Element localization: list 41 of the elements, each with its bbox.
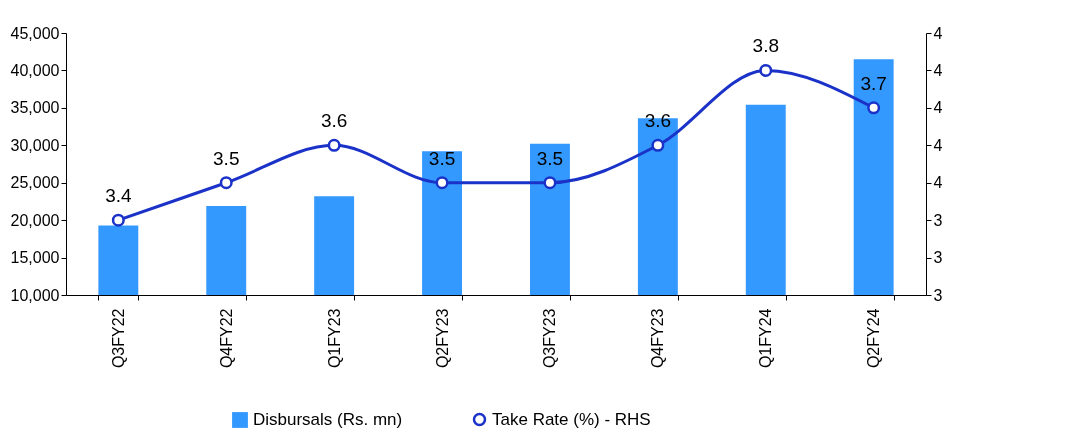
point [219,176,233,190]
x-tick-label: Q1FY23 [325,308,343,369]
y2-tick-label: 3 [933,286,943,304]
data-label: 3.6 [320,110,348,132]
data-label: 3.5 [213,147,240,169]
y-tick-label: 25,000 [10,174,60,192]
data-label: 3.7 [860,72,887,94]
y2-tick-label: 4 [933,136,943,154]
data-label: 3.4 [105,185,132,207]
point [759,63,773,77]
y2-tick-label: 4 [933,24,943,42]
y-tick-label: 45,000 [10,24,60,42]
y2-tick-label: 4 [933,99,943,117]
y2-tick-label: 4 [933,61,943,79]
x-tick-label: Q3FY23 [541,308,559,369]
data-label: 3.5 [428,147,456,169]
y-tick-label: 35,000 [10,99,60,117]
point [867,101,881,115]
y-tick-label: 30,000 [10,136,60,154]
y-tick-label: 15,000 [10,249,60,267]
y2-tick-label: 3 [933,249,943,267]
y2-tick-label: 3 [933,211,943,229]
y-tick-label: 40,000 [10,61,60,79]
point [543,176,557,190]
data-label: 3.5 [536,147,564,169]
x-tick-label: Q2FY23 [433,308,451,369]
x-tick-label: Q3FY22 [109,308,127,369]
y-tick-label: 20,000 [10,211,60,229]
y2-tick-label: 4 [933,174,943,192]
point [651,138,665,152]
y-tick-label: 10,000 [10,286,60,304]
data-label: 3.8 [752,35,779,57]
legend-label: Take Rate (%) - RHS [492,409,651,429]
point [111,213,125,227]
point [435,176,449,190]
x-tick-label: Q1FY24 [757,308,775,369]
x-tick-label: Q4FY22 [217,308,235,369]
x-tick-label: Q4FY23 [649,308,667,369]
point [327,138,341,152]
x-tick-label: Q2FY24 [865,308,883,369]
legend-label: Disbursals (Rs. mn) [253,410,403,429]
